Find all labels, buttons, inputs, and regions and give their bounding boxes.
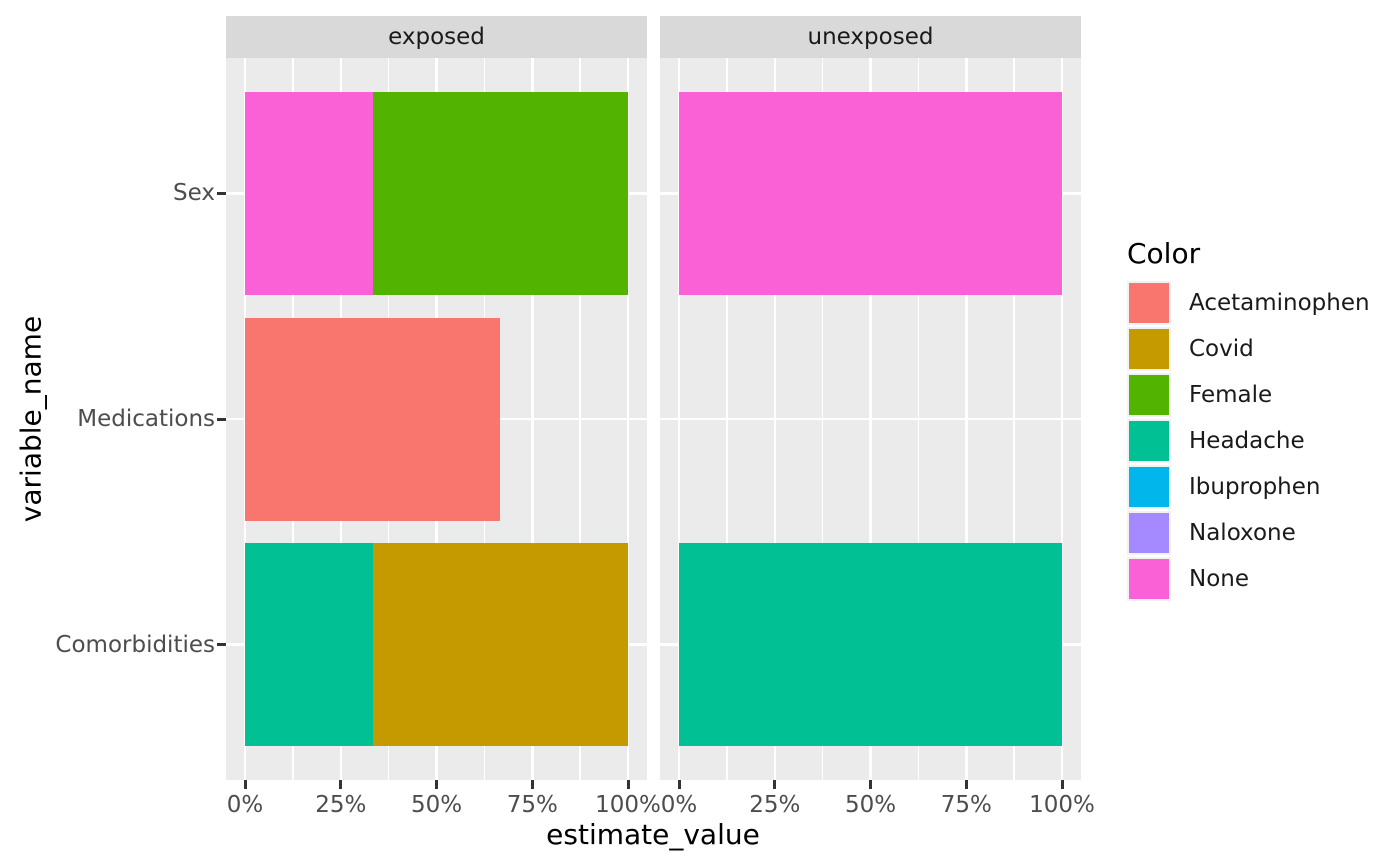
x-axis-tick [773, 780, 777, 789]
bar-segment-covid [372, 543, 628, 747]
y-tick-label-sex: Sex [173, 180, 215, 207]
panel-unexposed [660, 58, 1081, 780]
x-axis-tick [1060, 780, 1064, 789]
facet-strip-exposed: exposed [226, 16, 647, 58]
x-axis-tick [677, 780, 681, 789]
y-tick-label-medications: Medications [77, 406, 215, 432]
legend-label-headache: Headache [1189, 428, 1305, 454]
legend-swatch-ibuprophen [1129, 467, 1169, 507]
legend-key-none [1127, 557, 1171, 601]
legend-label-naloxone: Naloxone [1189, 520, 1296, 546]
legend-key-female [1127, 373, 1171, 417]
x-axis-tick [626, 780, 630, 789]
x-axis-tick [869, 780, 872, 789]
legend-key-headache [1127, 419, 1171, 463]
bar-segment-headache [245, 543, 373, 747]
x-tick-label: 50% [844, 792, 897, 818]
legend-label-ibuprophen: Ibuprophen [1189, 474, 1321, 500]
panel-exposed [226, 58, 647, 780]
x-axis-title: estimate_value [546, 818, 760, 851]
x-tick-label: 100% [595, 792, 661, 818]
x-tick-label: 0% [226, 792, 264, 818]
x-tick-label: 75% [506, 792, 558, 818]
legend-swatch-acetaminophen [1129, 283, 1169, 323]
bar-segment-female [372, 91, 628, 295]
legend-swatch-none [1129, 559, 1169, 599]
x-axis-tick [964, 780, 968, 789]
y-tick-label-comorbidities: Comorbidities [55, 631, 215, 658]
legend-key-naloxone [1127, 511, 1171, 555]
legend-key-acetaminophen [1127, 281, 1171, 325]
legend-swatch-naloxone [1129, 513, 1169, 553]
legend-label-none: None [1189, 566, 1250, 592]
bar-segment-acetaminophen [245, 317, 501, 521]
legend-label-covid: Covid [1189, 336, 1254, 362]
x-tick-label: 75% [940, 792, 992, 818]
bar-segment-none [245, 91, 373, 295]
legend-title: Color [1127, 237, 1201, 270]
facet-strip-unexposed: unexposed [660, 16, 1081, 58]
legend-swatch-covid [1129, 329, 1169, 369]
legend-label-acetaminophen: Acetaminophen [1189, 290, 1370, 316]
x-axis-tick [339, 780, 343, 789]
major-gridline [660, 417, 1081, 421]
x-tick-label: 25% [749, 792, 801, 818]
y-axis-tick [217, 417, 226, 421]
y-axis-title: variable_name [14, 315, 48, 523]
legend-key-covid [1127, 327, 1171, 371]
x-axis-tick [530, 780, 534, 789]
legend-key-ibuprophen [1127, 465, 1171, 509]
x-tick-label: 100% [1029, 792, 1095, 818]
y-axis-tick [217, 643, 226, 647]
bar-segment-headache [679, 543, 1062, 747]
x-axis-tick [435, 780, 438, 789]
legend-swatch-female [1129, 375, 1169, 415]
legend-label-female: Female [1189, 382, 1273, 408]
x-tick-label: 0% [660, 792, 698, 818]
bar-segment-none [679, 91, 1062, 295]
x-tick-label: 25% [315, 792, 367, 818]
x-tick-label: 50% [410, 792, 463, 818]
y-axis-tick [217, 191, 226, 195]
x-axis-tick [243, 780, 247, 789]
legend-swatch-headache [1129, 421, 1169, 461]
